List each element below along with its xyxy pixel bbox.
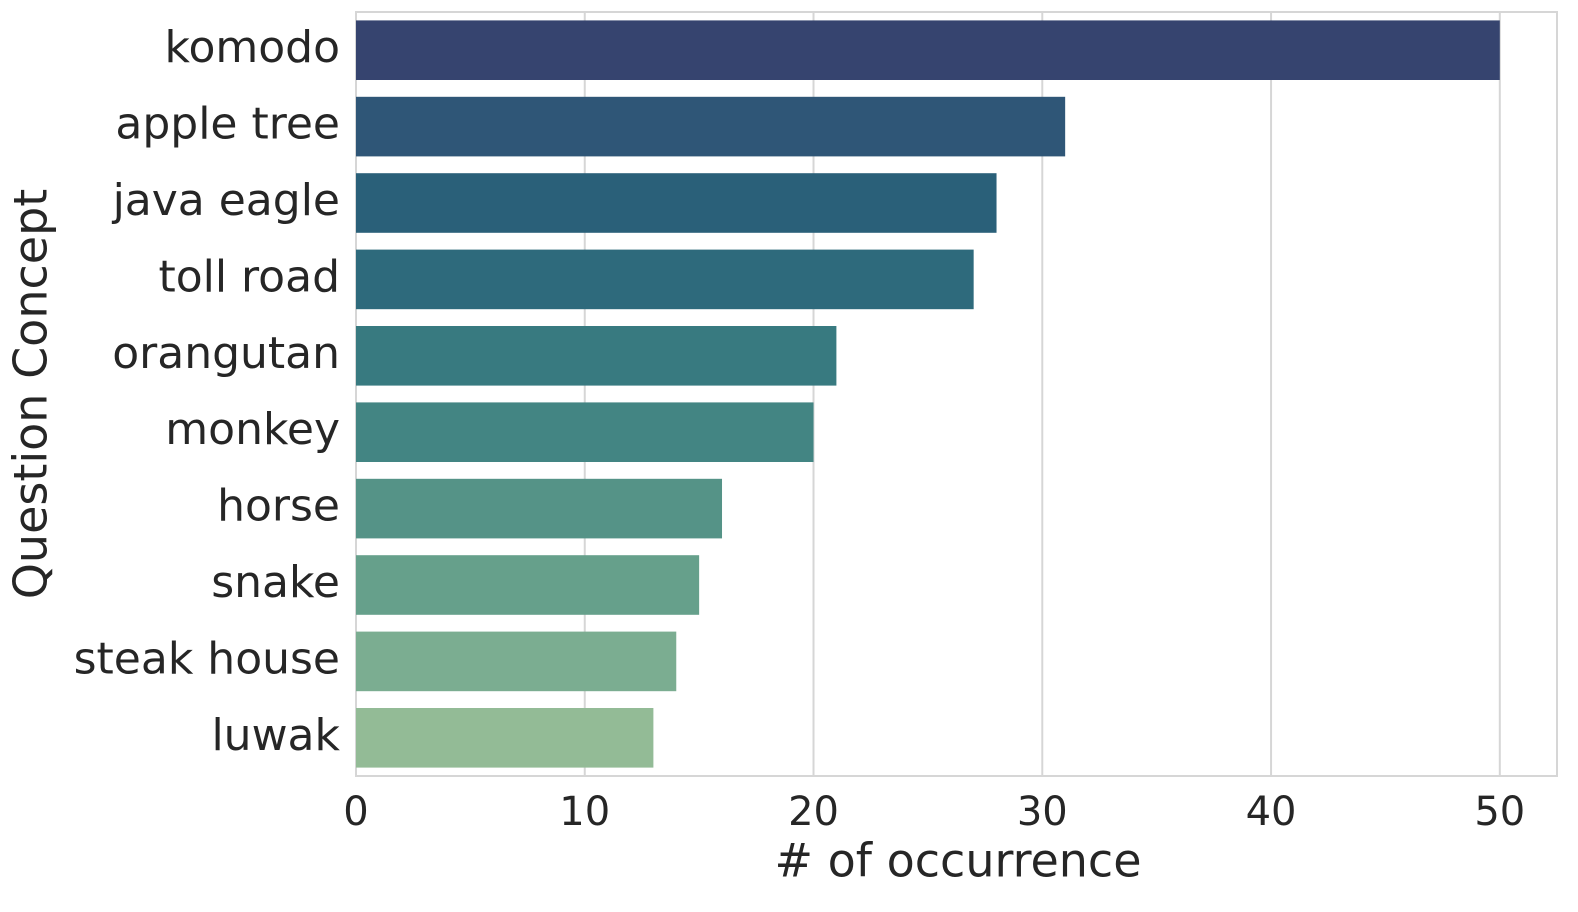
x-tick-label: 40 [1246,789,1297,835]
x-tick-label: 30 [1017,789,1068,835]
y-tick-label: horse [217,481,340,532]
y-tick-label: java eagle [112,175,340,226]
x-tick-label: 50 [1474,789,1525,835]
bar [356,631,677,692]
y-axis-label: Question Concept [4,189,58,600]
bar [356,708,654,768]
y-tick-label: snake [211,557,340,608]
y-tick-label: luwak [211,710,340,761]
bar [356,402,814,462]
plot-frame [355,11,1558,777]
bar [356,478,723,539]
x-tick-label: 0 [343,789,368,835]
bar [356,555,700,615]
y-tick-label: apple tree [115,99,340,150]
bar [356,249,974,310]
x-tick-label: 20 [788,789,839,835]
y-tick-label: orangutan [112,328,340,379]
y-tick-label: toll road [158,251,340,302]
y-tick-label: monkey [165,404,340,455]
y-tick-label: steak house [74,633,340,684]
bar [356,20,1500,80]
bar [356,326,837,386]
x-axis-label: # of occurrence [774,834,1141,888]
y-tick-label: komodo [165,22,340,73]
bar [356,96,1066,157]
bar [356,173,997,233]
x-tick-label: 10 [559,789,610,835]
